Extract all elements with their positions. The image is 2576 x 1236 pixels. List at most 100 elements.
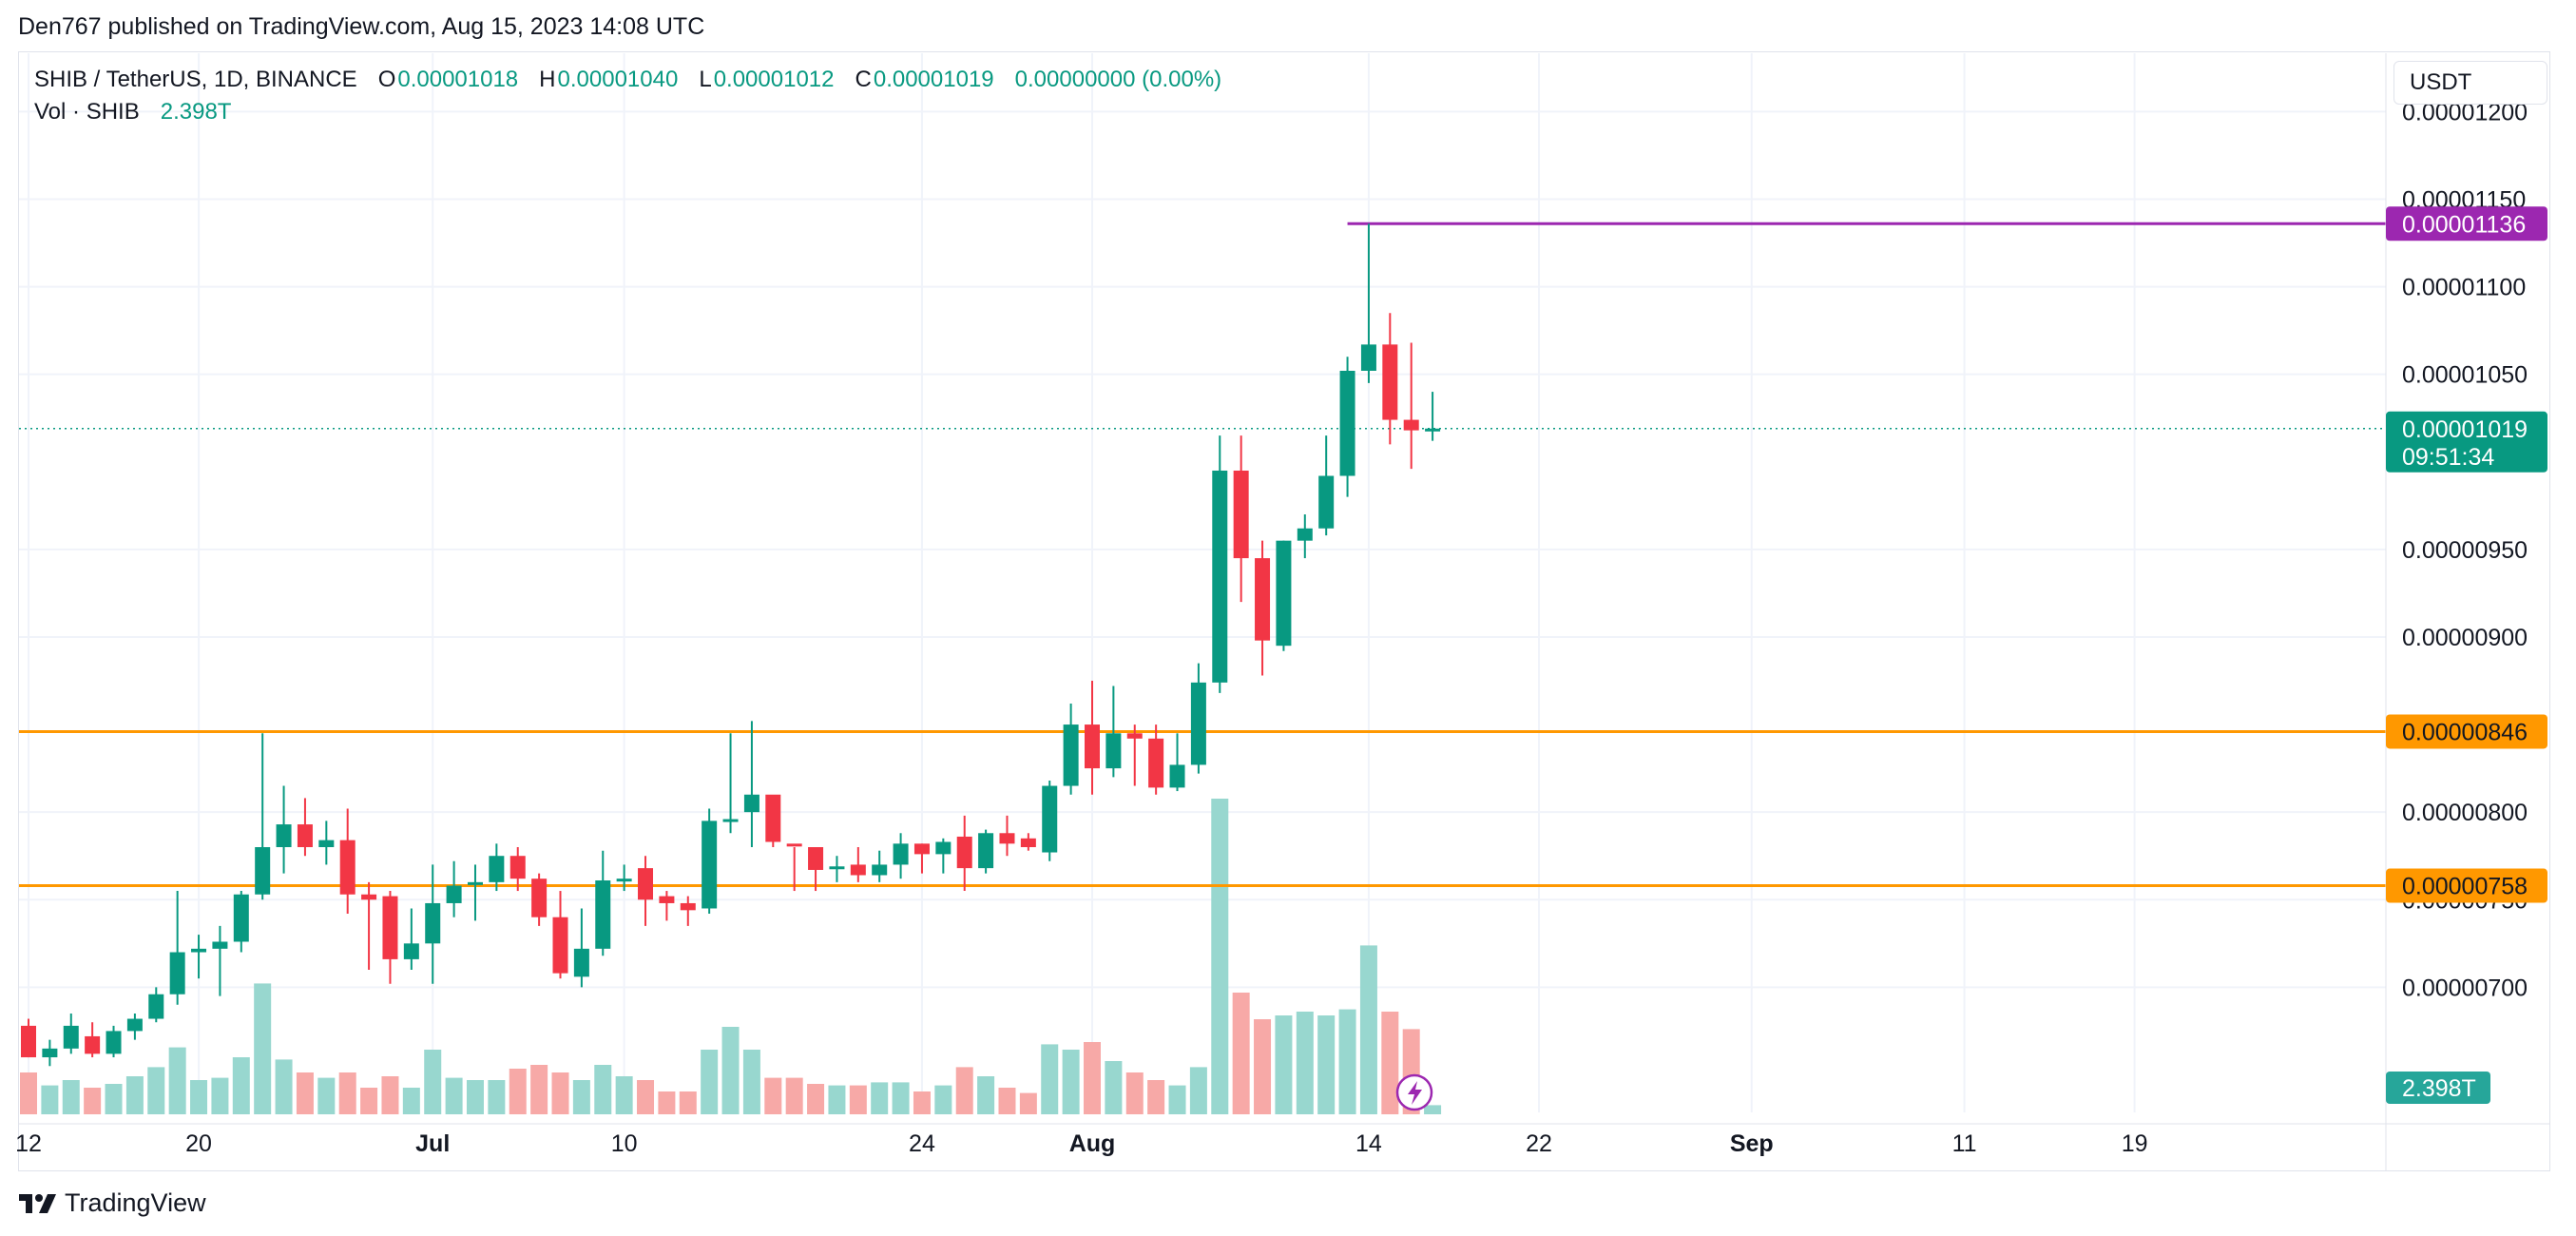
candle[interactable] [212,925,228,996]
candle[interactable] [659,891,675,921]
candle[interactable] [467,864,483,921]
candle[interactable] [978,829,994,874]
candle[interactable] [808,847,824,892]
candle[interactable] [1148,724,1164,795]
candle[interactable] [595,850,611,956]
price-tick-label: 0.00001100 [2402,275,2526,301]
candle[interactable] [531,873,548,926]
candle[interactable] [850,847,866,882]
candle[interactable] [702,808,718,915]
candle[interactable] [1085,681,1100,795]
volume-bar [998,1088,1016,1114]
candle[interactable] [169,891,185,1005]
candle[interactable] [1382,313,1398,445]
candle-body [595,880,611,949]
candle[interactable] [63,1014,79,1054]
candle[interactable] [1360,223,1376,383]
candle-body [233,894,249,942]
candle-body [212,941,228,949]
volume-bar [637,1080,655,1114]
candle[interactable] [21,1018,36,1058]
candle[interactable] [42,1039,58,1067]
candle[interactable] [446,860,462,917]
candle[interactable] [85,1022,101,1058]
candle[interactable] [552,891,568,979]
candle[interactable] [616,864,632,892]
candle[interactable] [126,1014,143,1040]
candle[interactable] [276,785,292,874]
volume-bar [1232,993,1250,1114]
chart-panel[interactable] [18,51,2550,1171]
candle[interactable] [913,843,930,874]
candle[interactable] [680,896,696,926]
candle[interactable] [829,856,845,882]
candle[interactable] [106,1025,122,1058]
volume-bar [871,1082,889,1114]
candle[interactable] [935,838,952,874]
candle-body [148,994,164,1019]
candle[interactable] [1169,733,1185,792]
candle[interactable] [786,843,802,892]
candle[interactable] [233,891,249,953]
candle[interactable] [148,987,164,1023]
candle[interactable] [297,798,313,857]
candle[interactable] [425,864,441,984]
candle-body [21,1025,36,1058]
lightning-icon[interactable] [1395,1073,1433,1111]
volume-bar [62,1080,80,1114]
candle[interactable] [743,721,759,848]
candle[interactable] [765,794,781,848]
candle[interactable] [638,856,654,926]
candle[interactable] [1255,540,1271,676]
candle[interactable] [255,733,271,900]
candle[interactable] [893,833,909,879]
candle[interactable] [191,935,207,979]
volume-legend[interactable]: Vol · SHIB 2.398T [34,99,233,126]
volume-bar [679,1091,697,1114]
bar-countdown-label: 09:51:34 [2402,444,2494,471]
candle[interactable] [1297,514,1313,559]
candle[interactable] [999,815,1015,857]
candle[interactable] [722,733,739,834]
tradingview-logo[interactable]: TradingView [19,1188,206,1218]
candle[interactable] [1190,663,1206,774]
candle[interactable] [1425,392,1441,441]
candle[interactable] [403,908,419,970]
candle-body [765,794,781,842]
candle[interactable] [573,908,589,988]
candle[interactable] [339,808,356,915]
volume-bar [764,1077,782,1114]
candle-body [276,824,292,848]
candle-body [1403,419,1419,431]
candle[interactable] [509,847,526,892]
candle[interactable] [1105,686,1122,778]
symbol-name[interactable]: SHIB / TetherUS, 1D, BINANCE [34,67,357,92]
candle[interactable] [1233,435,1249,603]
candle[interactable] [1339,357,1355,497]
candle[interactable] [1063,703,1079,795]
candle[interactable] [1276,540,1292,651]
candle[interactable] [361,881,377,970]
candle[interactable] [956,815,972,892]
currency-selector[interactable]: USDT [2393,61,2547,105]
symbol-legend[interactable]: SHIB / TetherUS, 1D, BINANCE O0.00001018… [34,67,1223,93]
time-tick-label: 24 [909,1130,935,1157]
volume-bar [807,1084,825,1114]
candle-body [169,952,185,995]
volume-bar [572,1080,590,1114]
volume-bar [466,1080,484,1114]
volume-bar [1041,1044,1059,1114]
candle[interactable] [489,843,505,892]
candle[interactable] [1403,342,1419,470]
candle[interactable] [1020,833,1036,851]
candle[interactable] [1212,435,1228,693]
candle[interactable] [1042,781,1058,861]
candle[interactable] [382,891,398,984]
candle[interactable] [1318,435,1335,536]
volume-bar [1019,1092,1037,1114]
time-tick-label: Jul [415,1130,450,1157]
candle[interactable] [872,850,888,882]
candle[interactable] [318,821,335,865]
candle[interactable] [1126,724,1143,786]
